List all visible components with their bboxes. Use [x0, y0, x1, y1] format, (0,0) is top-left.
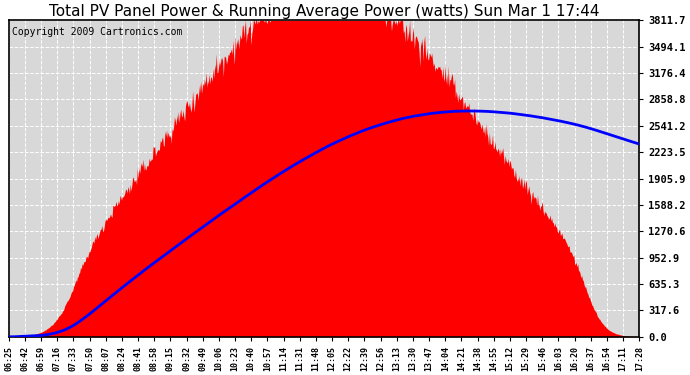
Title: Total PV Panel Power & Running Average Power (watts) Sun Mar 1 17:44: Total PV Panel Power & Running Average P… — [49, 4, 599, 19]
Text: Copyright 2009 Cartronics.com: Copyright 2009 Cartronics.com — [12, 27, 182, 37]
